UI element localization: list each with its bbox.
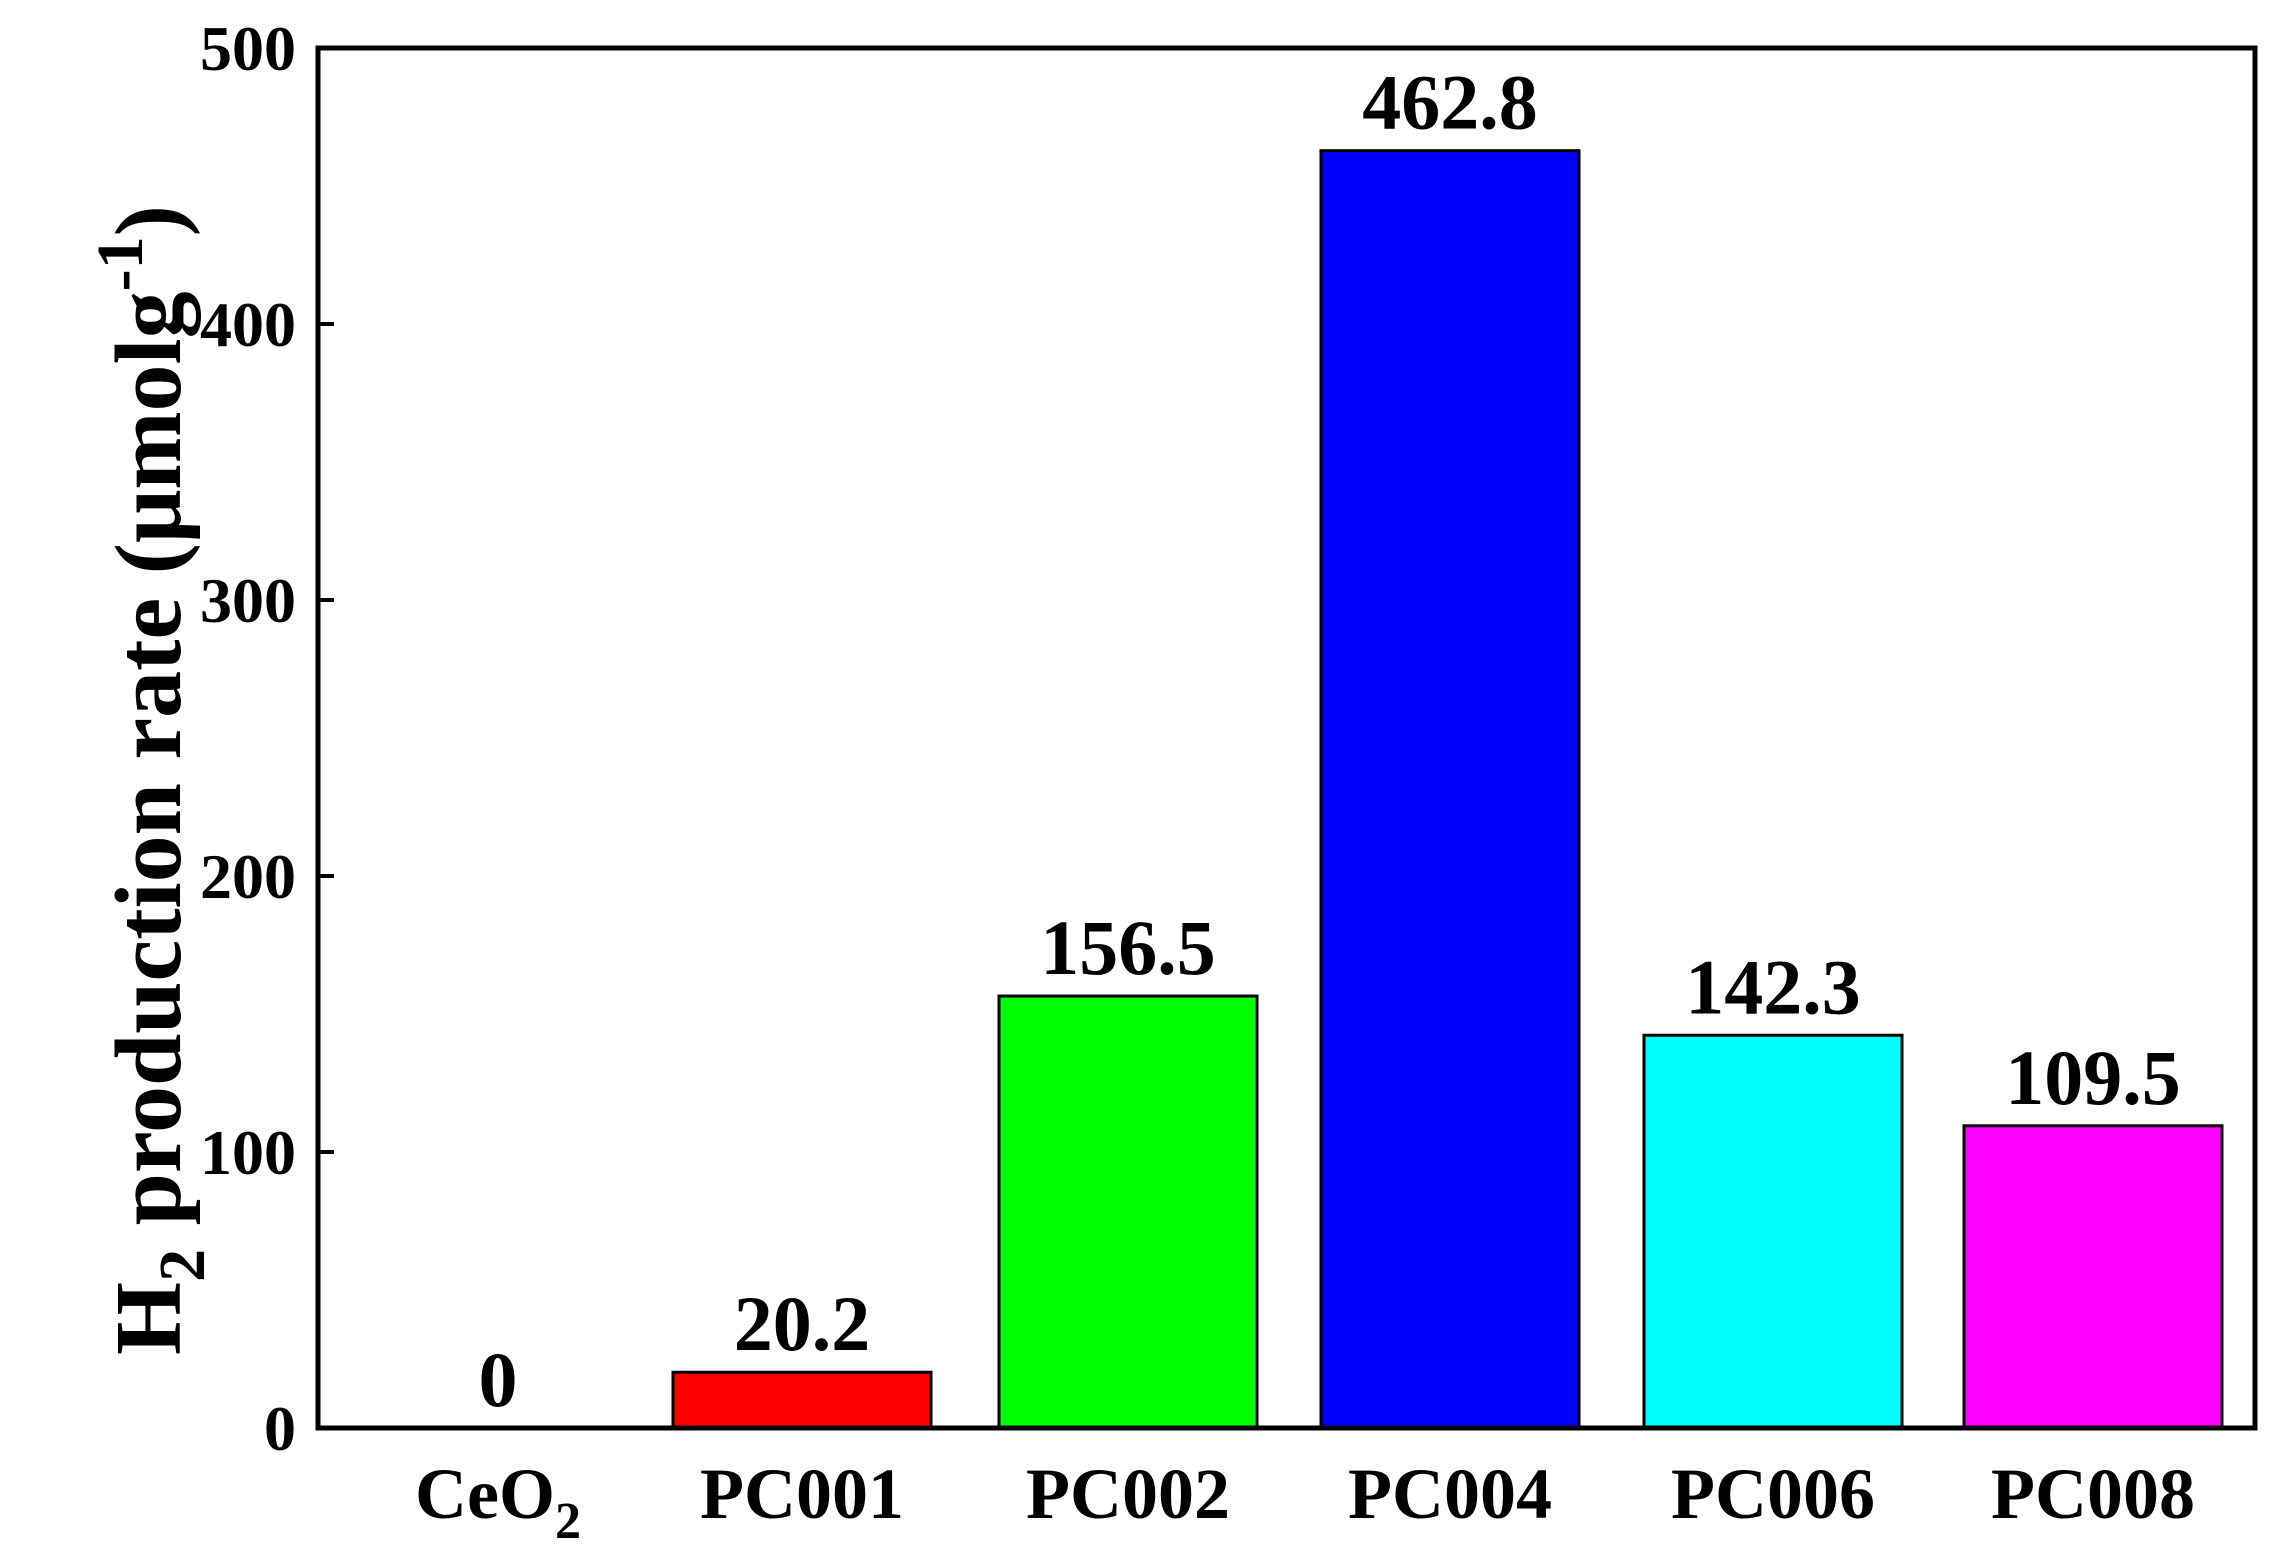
y-axis-label-superscript: -1 bbox=[84, 236, 157, 291]
y-tick-label: 500 bbox=[200, 13, 296, 84]
data-label: 156.5 bbox=[1040, 904, 1216, 991]
x-tick-label: CeO2 bbox=[415, 1454, 581, 1550]
x-tick-label-text: PC008 bbox=[1991, 1454, 2195, 1534]
bar bbox=[997, 994, 1259, 1430]
svg-text:H2 production rate (μmolg-1): H2 production rate (μmolg-1) bbox=[84, 205, 219, 1355]
bar bbox=[1642, 1033, 1904, 1430]
x-tick-label-text: CeO bbox=[415, 1454, 555, 1534]
x-tick-label-subscript: 2 bbox=[555, 1493, 581, 1550]
y-tick-label: 300 bbox=[200, 565, 296, 636]
x-tick-label-text: PC004 bbox=[1348, 1454, 1552, 1534]
data-label: 462.8 bbox=[1362, 59, 1538, 146]
y-tick-label: 200 bbox=[200, 841, 296, 912]
x-tick-label-text: PC006 bbox=[1671, 1454, 1875, 1534]
x-tick-label: PC006 bbox=[1671, 1454, 1875, 1534]
x-tick-label: PC004 bbox=[1348, 1454, 1552, 1534]
plot-frame bbox=[315, 45, 2258, 1431]
data-label: 0 bbox=[479, 1336, 518, 1423]
y-axis-ticks: 0 100 200 300 400 500 bbox=[200, 13, 334, 1464]
y-tick-label: 0 bbox=[264, 1393, 296, 1464]
bar bbox=[1319, 149, 1581, 1430]
bar bbox=[1962, 1124, 2224, 1430]
data-label: 20.2 bbox=[734, 1280, 871, 1367]
y-axis-label-main: H bbox=[97, 1282, 201, 1355]
y-tick-label: 100 bbox=[200, 1117, 296, 1188]
y-axis-label-main: production rate (μmolg bbox=[97, 291, 201, 1249]
y-axis-label-main: ) bbox=[97, 205, 201, 236]
y-axis-label: H2 production rate (μmolg-1) bbox=[84, 205, 219, 1355]
x-tick-label-text: PC001 bbox=[700, 1454, 904, 1534]
bar bbox=[671, 1370, 933, 1430]
x-tick-label: PC008 bbox=[1991, 1454, 2195, 1534]
bars bbox=[671, 149, 2224, 1430]
x-tick-label: PC001 bbox=[700, 1454, 904, 1534]
x-tick-label: PC002 bbox=[1026, 1454, 1230, 1534]
x-axis-categories: CeO2 PC001 PC002 PC004 PC006 PC008 bbox=[415, 1454, 2195, 1550]
x-tick-label-text: PC002 bbox=[1026, 1454, 1230, 1534]
data-labels: 0 20.2 156.5 462.8 142.3 109.5 bbox=[479, 59, 2181, 1423]
data-label: 109.5 bbox=[2005, 1034, 2181, 1121]
data-label: 142.3 bbox=[1685, 943, 1861, 1030]
y-tick-label: 400 bbox=[200, 289, 296, 360]
y-axis-label-subscript: 2 bbox=[146, 1249, 219, 1282]
